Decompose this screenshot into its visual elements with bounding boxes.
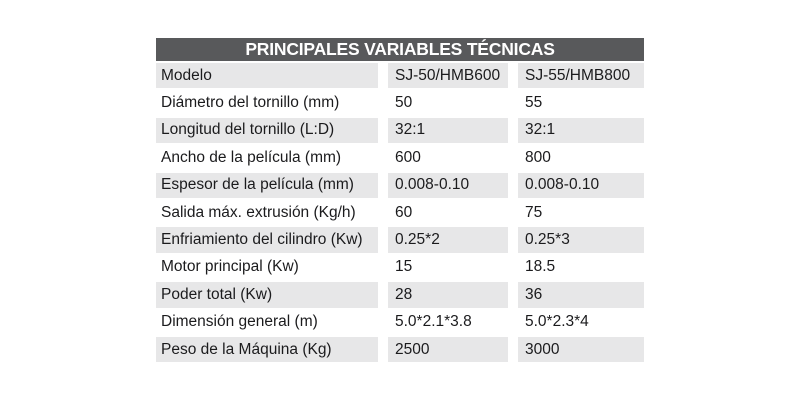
row-label: Dimensión general (m) [156, 309, 378, 335]
table-title: PRINCIPALES VARIABLES TÉCNICAS [156, 38, 644, 61]
table-row: Diámetro del tornillo (mm) 50 55 [156, 90, 644, 116]
row-value-col1: 32:1 [388, 117, 508, 144]
row-value-col1: 28 [388, 282, 508, 308]
row-value-col2: 55 [518, 90, 644, 116]
row-label: Ancho de la película (mm) [156, 145, 378, 171]
row-value-col1: SJ-50/HMB600 [388, 63, 508, 89]
row-value-col1: 50 [388, 90, 508, 116]
table-body: Modelo SJ-50/HMB600 SJ-55/HMB800 Diámetr… [156, 63, 644, 363]
row-value-col2: 0.25*3 [518, 227, 644, 253]
technical-variables-table: PRINCIPALES VARIABLES TÉCNICAS Modelo SJ… [156, 38, 644, 363]
row-value-col2: 18.5 [518, 254, 644, 281]
table-row: Longitud del tornillo (L:D) 32:1 32:1 [156, 117, 644, 144]
row-label: Espesor de la película (mm) [156, 172, 378, 198]
row-value-col2: 75 [518, 199, 644, 226]
row-label: Motor principal (Kw) [156, 254, 378, 281]
row-value-col1: 15 [388, 254, 508, 281]
row-value-col2: 0.008-0.10 [518, 172, 644, 198]
row-value-col1: 0.25*2 [388, 227, 508, 253]
row-value-col2: 32:1 [518, 117, 644, 144]
row-value-col1: 600 [388, 145, 508, 171]
table-row: Modelo SJ-50/HMB600 SJ-55/HMB800 [156, 63, 644, 89]
row-value-col2: 36 [518, 282, 644, 308]
row-value-col1: 0.008-0.10 [388, 172, 508, 198]
table-row: Poder total (Kw) 28 36 [156, 282, 644, 308]
table-row: Enfriamiento del cilindro (Kw) 0.25*2 0.… [156, 227, 644, 253]
row-label: Salida máx. extrusión (Kg/h) [156, 199, 378, 226]
row-label: Poder total (Kw) [156, 282, 378, 308]
row-value-col1: 2500 [388, 336, 508, 363]
table-row: Ancho de la película (mm) 600 800 [156, 145, 644, 171]
row-label: Modelo [156, 63, 378, 89]
row-value-col1: 5.0*2.1*3.8 [388, 309, 508, 335]
row-label: Diámetro del tornillo (mm) [156, 90, 378, 116]
row-value-col2: 5.0*2.3*4 [518, 309, 644, 335]
row-value-col2: 3000 [518, 336, 644, 363]
row-label: Longitud del tornillo (L:D) [156, 117, 378, 144]
table-row: Dimensión general (m) 5.0*2.1*3.8 5.0*2.… [156, 309, 644, 335]
table-row: Motor principal (Kw) 15 18.5 [156, 254, 644, 281]
row-value-col1: 60 [388, 199, 508, 226]
row-value-col2: 800 [518, 145, 644, 171]
table-row: Salida máx. extrusión (Kg/h) 60 75 [156, 199, 644, 226]
row-value-col2: SJ-55/HMB800 [518, 63, 644, 89]
table-row: Espesor de la película (mm) 0.008-0.10 0… [156, 172, 644, 198]
row-label: Enfriamiento del cilindro (Kw) [156, 227, 378, 253]
row-label: Peso de la Máquina (Kg) [156, 336, 378, 363]
table-row: Peso de la Máquina (Kg) 2500 3000 [156, 336, 644, 363]
